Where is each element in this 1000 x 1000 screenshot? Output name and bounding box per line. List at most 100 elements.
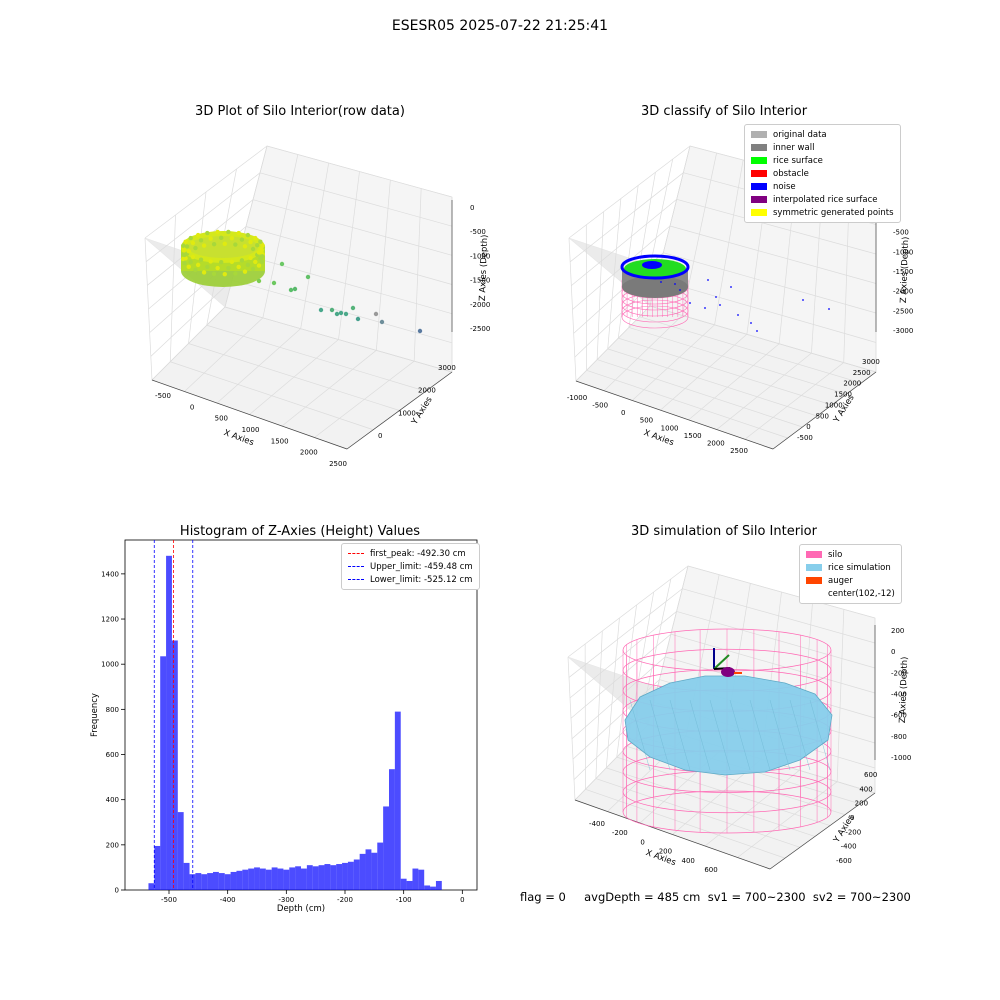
legend-line-sample [348,579,364,580]
panel1-raw-point [222,241,227,247]
histogram-bar [336,864,343,890]
panel4-grid-y [567,656,576,801]
panel2-noise-point [828,308,830,310]
panel1-raw-point [195,232,201,238]
panel2-grid-z [669,225,877,284]
legend-item: noise [751,180,894,193]
panel2-z-tick: -3000 [893,327,913,335]
panel1-x-tick: -500 [155,392,171,400]
panel1-raw-point [201,270,207,275]
histogram-bar [347,861,354,890]
legend-swatch [806,564,822,571]
panel2-grid-y [618,337,832,406]
panel4-grid-z [670,633,876,694]
panel1-raw-point [188,259,193,265]
legend-label: symmetric generated points [773,207,894,218]
panel2-grid-z [571,199,677,286]
panel4-grid-z [676,611,876,669]
panel1-x-axis-line [151,379,348,450]
legend-label: center(102,-12) [828,588,895,599]
histogram-bar [224,874,231,890]
panel2-noise-point [802,299,804,301]
panel1-raw-point [198,238,204,243]
panel4-rice-mesh [789,699,811,771]
histogram-bar [359,853,366,890]
panel1-grid-z [151,306,226,381]
panel2-x-tick: 1000 [661,424,679,432]
panel4-y-tick: -200 [845,828,861,836]
histogram-bar [259,868,266,890]
legend-line-sample [348,553,364,554]
histogram-bar [324,864,331,890]
panel2-z-label: Z Axies (Depth) [899,236,911,303]
histogram-x-tick: -300 [278,896,294,904]
legend-item: silo [806,548,895,561]
panel4-y-tick: 200 [855,800,868,808]
histogram-x-tick: 0 [460,896,464,904]
panel1-raw-point [190,254,196,260]
histogram-bar [271,867,278,890]
histogram-bar [295,866,301,890]
panel1-raw-point [250,266,256,272]
histogram-bar [277,868,284,890]
panel1-raw-point [242,244,248,249]
panel2-y-tick: 1000 [825,401,843,409]
panel1-raw-point [373,311,379,317]
panel2-x-tick: 500 [640,417,653,425]
panel1-raw-point [253,259,258,265]
panel4-rice-mesh [669,699,691,771]
panel1-raw-point [201,243,207,248]
panel2-y-tick: 2000 [843,380,861,388]
panel4-grid-x [836,609,845,782]
panel2-grid-x [603,315,683,391]
histogram-bar [207,873,213,890]
legend-label: Upper_limit: -459.48 cm [370,561,473,572]
panel2-noise-point [707,279,709,281]
panel1-raw-point [186,249,191,254]
legend-label: original data [773,129,827,140]
panel1-raw-point [239,237,245,242]
panel1-raw-point [183,239,188,244]
panel1-raw-point [355,316,361,322]
histogram-bar [154,845,161,890]
panel4-grid-y [585,788,786,859]
panel1-raw-point [195,262,201,268]
panel1-y-axis-line [346,371,453,450]
histogram-bar [218,873,225,890]
histogram-bar [148,883,155,890]
panel2-noise-point [756,330,758,332]
panel1-raw-point [250,246,256,252]
panel4-grid-z [572,679,660,760]
panel1-z-tick: -1000 [470,252,490,260]
legend-item: symmetric generated points [751,206,894,219]
histogram-bar [236,870,243,890]
histogram-bar [289,867,296,890]
histogram-bar [166,555,172,890]
panel2-z-tick: -500 [893,229,909,237]
panel2-grid-y [607,348,818,417]
panel1-raw-point [215,229,220,235]
panel1-raw-point [188,235,193,241]
panel2-inner-wall-bottom [622,276,688,298]
panel1-grid-z [266,145,453,198]
panel1-x-tick: 500 [215,415,228,423]
histogram-bar [213,871,219,890]
panel1-z-tick: -2000 [470,301,490,309]
panel2-y-tick: 3000 [862,358,880,366]
panel1-x-tick: 1000 [242,426,260,434]
panel2-z-tick: -1500 [893,268,913,276]
panel1-raw-point [242,269,248,274]
legend-item: Upper_limit: -459.48 cm [348,560,473,573]
histogram-bar [418,869,425,890]
panel4-grid-z [569,611,677,699]
panel2-noise-point [730,286,732,288]
panel1-y-tick: 3000 [438,364,456,372]
legend-label: interpolated rice surface [773,194,878,205]
histogram-y-tick: 1000 [101,661,119,669]
panel2-noise-point [704,307,706,309]
histogram-bar [365,849,372,890]
panel4-y-tick: -400 [841,843,857,851]
panel1-raw-point [256,278,262,284]
panel1-raw-point [190,240,196,246]
panel4-z-tick: 0 [891,648,895,656]
